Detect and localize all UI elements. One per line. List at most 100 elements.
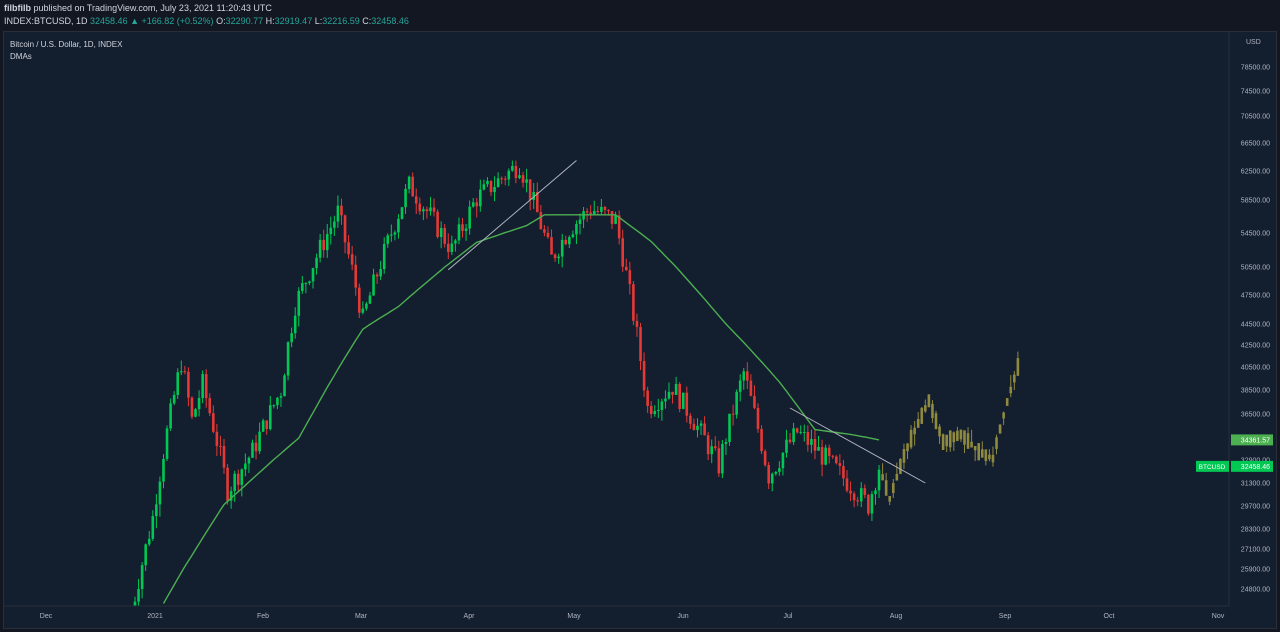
candle <box>603 206 607 210</box>
candle <box>703 423 706 436</box>
candle <box>286 342 290 376</box>
candle <box>553 254 557 259</box>
projection-bar <box>1005 398 1009 406</box>
candle <box>674 383 678 395</box>
candle <box>464 228 468 231</box>
candle <box>806 432 810 445</box>
candle <box>268 405 272 430</box>
candle <box>867 495 870 514</box>
candle <box>571 234 575 238</box>
time-tick-label: Dec <box>40 613 53 620</box>
price-tick-label: 66500.00 <box>1241 141 1270 148</box>
plot-area[interactable] <box>130 160 1020 619</box>
candle <box>422 209 425 212</box>
price-tick-label: 27100.00 <box>1241 547 1270 554</box>
candle <box>140 565 144 590</box>
candle <box>699 423 703 426</box>
candle <box>756 407 760 429</box>
projection-bar <box>984 449 988 461</box>
candle <box>564 239 568 245</box>
time-tick-label: Oct <box>1104 613 1115 620</box>
time-tick-label: 2021 <box>147 613 163 620</box>
price-tick-label: 74500.00 <box>1241 89 1270 96</box>
candle <box>856 500 859 502</box>
candle <box>649 405 653 415</box>
candle <box>767 465 770 484</box>
candle <box>493 187 496 193</box>
candle <box>251 442 254 458</box>
candle <box>397 218 400 233</box>
candle <box>646 390 649 406</box>
candle <box>283 375 286 397</box>
candle <box>496 178 500 188</box>
currency-label: USD <box>1246 39 1261 46</box>
projection-bar <box>906 443 909 452</box>
price-tick-label: 28300.00 <box>1241 527 1270 534</box>
last-price-badge <box>1231 460 1273 472</box>
candle <box>454 240 457 244</box>
candle <box>657 409 660 412</box>
candle <box>197 398 201 410</box>
projection-bar <box>956 430 959 441</box>
candle <box>628 270 632 285</box>
last-price-label: 32458.46 <box>1241 464 1270 471</box>
candle <box>393 232 397 235</box>
candle <box>169 403 172 429</box>
candle <box>742 371 746 381</box>
candle <box>550 237 553 255</box>
price-axis[interactable]: USD 78500.00 74500.00 70500.00 66500.00 62500… <box>1196 31 1273 606</box>
candle <box>215 431 219 446</box>
candle <box>407 176 411 189</box>
projection-bar <box>991 454 995 463</box>
projection-bar <box>970 441 973 448</box>
projection-bar <box>977 443 981 461</box>
candle <box>685 392 689 416</box>
candle <box>165 428 169 459</box>
candle <box>760 428 763 452</box>
candle <box>439 227 443 238</box>
candle <box>293 315 297 334</box>
candle <box>810 438 813 445</box>
candle <box>457 224 461 241</box>
candle <box>204 374 208 399</box>
projection-bar <box>1009 386 1013 394</box>
projection-bar <box>995 437 998 449</box>
candle <box>696 425 699 431</box>
time-axis[interactable]: Dec 2021 Feb Mar Apr May Jun Jul Aug Sep Oct Nov <box>4 605 1229 620</box>
candle <box>642 361 646 391</box>
candle <box>852 493 856 501</box>
candle <box>229 491 233 501</box>
candle <box>785 439 788 453</box>
candle <box>375 274 379 277</box>
candle <box>482 184 486 190</box>
candle <box>133 601 137 606</box>
projection-bar <box>948 430 952 448</box>
candle <box>354 264 358 288</box>
candle <box>781 452 785 469</box>
candle <box>660 401 664 410</box>
time-tick-label: Mar <box>355 613 368 620</box>
candle <box>838 463 842 466</box>
candle <box>827 447 831 456</box>
trendline[interactable] <box>447 160 577 271</box>
close-label: C: <box>362 16 372 26</box>
candle <box>835 456 838 464</box>
candle <box>706 435 710 455</box>
moving-average-line[interactable] <box>162 214 880 604</box>
candle <box>311 268 315 282</box>
candle <box>671 391 674 395</box>
candle <box>461 224 464 231</box>
symbol-title[interactable]: Bitcoin / U.S. Dollar, 1D, INDEX <box>10 40 123 49</box>
candle <box>187 371 190 398</box>
candle <box>137 589 140 602</box>
candle <box>386 235 390 244</box>
candle <box>226 467 229 501</box>
candle <box>667 391 671 399</box>
publish-info: filbfilb published on TradingView.com, J… <box>4 3 272 13</box>
trendline[interactable] <box>789 407 926 484</box>
indicator-label[interactable]: DMAs <box>10 52 32 61</box>
projection-bar <box>966 433 970 449</box>
author-name[interactable]: filbfilb <box>4 3 31 13</box>
candle <box>525 179 528 183</box>
